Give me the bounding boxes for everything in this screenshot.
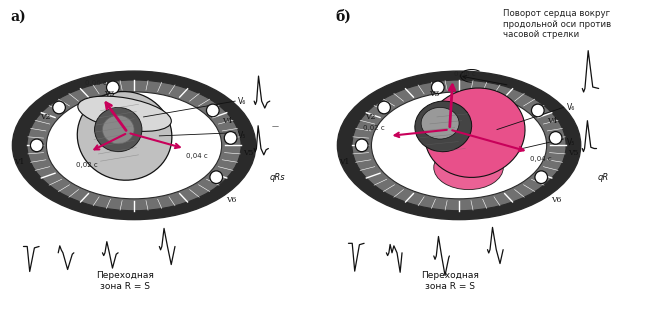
Text: 0,04 с: 0,04 с (530, 156, 552, 162)
Ellipse shape (103, 115, 134, 144)
Text: 0,04 с: 0,04 с (187, 153, 208, 159)
Circle shape (210, 171, 222, 184)
Circle shape (378, 101, 391, 114)
Ellipse shape (352, 80, 566, 211)
Circle shape (107, 81, 119, 94)
Text: V2: V2 (365, 113, 376, 121)
Text: V1: V1 (14, 158, 25, 166)
Ellipse shape (27, 80, 241, 211)
Text: 0,02 с: 0,02 с (76, 162, 98, 168)
Text: V3: V3 (104, 90, 114, 98)
Text: qR: qR (597, 173, 608, 182)
Text: qRs: qRs (270, 173, 285, 182)
Text: V4: V4 (222, 117, 232, 125)
Ellipse shape (421, 107, 459, 139)
Circle shape (432, 81, 444, 94)
Text: 0,06 с: 0,06 с (85, 80, 107, 86)
Ellipse shape (424, 88, 525, 177)
Text: V3: V3 (429, 90, 439, 98)
Text: V5: V5 (568, 149, 578, 157)
Text: а): а) (11, 9, 27, 23)
Ellipse shape (94, 107, 142, 152)
Text: V₅: V₅ (567, 138, 575, 147)
Ellipse shape (46, 92, 222, 199)
Circle shape (549, 131, 562, 144)
Text: —: — (272, 123, 278, 129)
Text: б): б) (336, 9, 352, 24)
Text: V₆: V₆ (239, 97, 247, 106)
Text: V₅: V₅ (239, 131, 247, 140)
Text: V₆: V₆ (567, 103, 575, 112)
Ellipse shape (12, 71, 255, 220)
Ellipse shape (337, 71, 580, 220)
Text: V6: V6 (226, 196, 236, 204)
Ellipse shape (77, 92, 172, 180)
Circle shape (356, 139, 368, 152)
Circle shape (207, 104, 219, 117)
Ellipse shape (415, 101, 472, 152)
Circle shape (535, 171, 547, 184)
Text: V5: V5 (243, 149, 254, 157)
Circle shape (31, 139, 43, 152)
Ellipse shape (78, 96, 172, 131)
Text: V6: V6 (551, 196, 561, 204)
Text: V1: V1 (339, 158, 350, 166)
Circle shape (532, 104, 544, 117)
Text: 0,06 с: 0,06 с (454, 71, 476, 77)
Text: Переходная
зона R = S: Переходная зона R = S (96, 271, 153, 291)
Text: V2: V2 (40, 113, 51, 121)
Ellipse shape (434, 145, 503, 190)
Circle shape (224, 131, 237, 144)
Text: 0,02 с: 0,02 с (363, 125, 385, 131)
Circle shape (53, 101, 66, 114)
Text: Поворот сердца вокруг
продольной оси против
часовой стрелки: Поворот сердца вокруг продольной оси про… (503, 9, 612, 39)
Text: Переходная
зона R = S: Переходная зона R = S (421, 271, 478, 291)
Text: V4: V4 (547, 117, 557, 125)
Ellipse shape (371, 92, 547, 199)
